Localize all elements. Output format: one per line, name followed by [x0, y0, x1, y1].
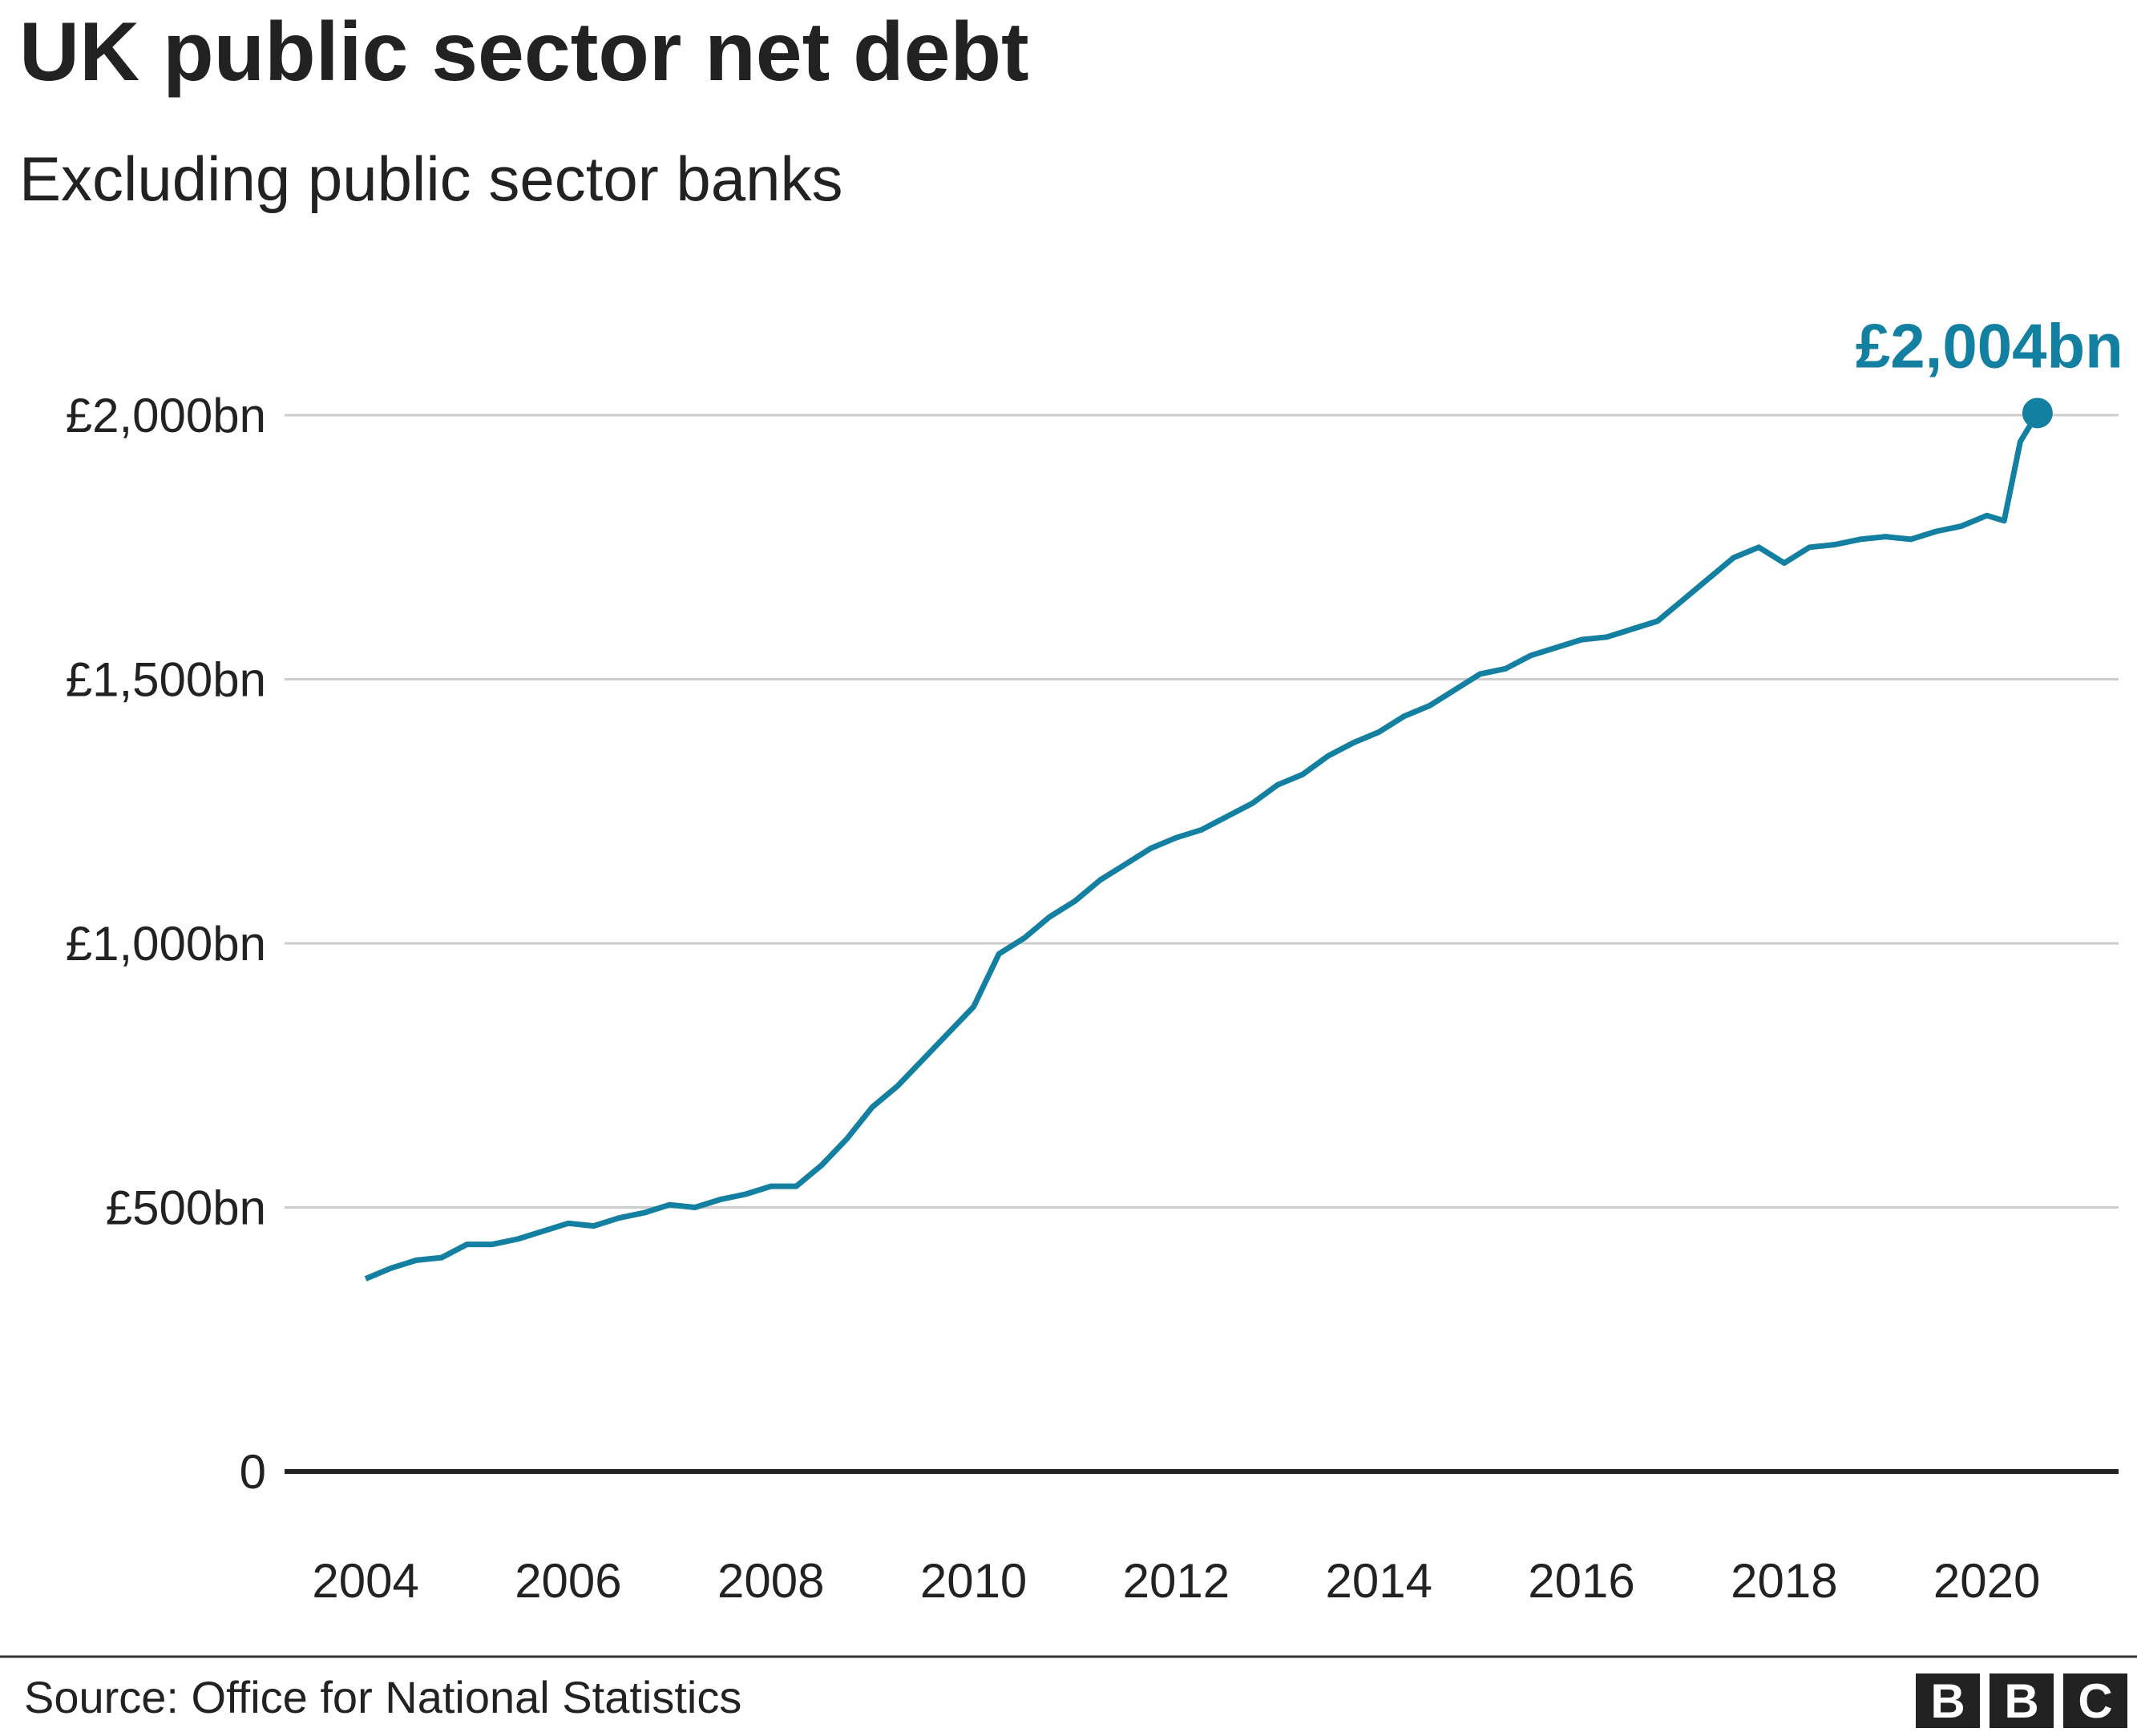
y-tick-label: £500bn — [106, 1181, 266, 1235]
chart-title: UK public sector net debt — [19, 6, 1029, 99]
y-tick-label: £1,000bn — [66, 917, 266, 971]
y-tick-label: £2,000bn — [66, 389, 266, 442]
end-point — [2022, 398, 2053, 429]
logo-letter: B — [1930, 1674, 1965, 1728]
source: Source: Office for National Statistics — [24, 1672, 741, 1722]
x-tick-label: 2012 — [1123, 1554, 1230, 1608]
logo-box — [1990, 1673, 2054, 1728]
y-tick-label: £1,500bn — [66, 653, 266, 707]
chart-subtitle: Excluding public sector banks — [19, 143, 843, 214]
x-tick-label: 2004 — [312, 1554, 418, 1608]
x-tick-label: 2016 — [1528, 1554, 1634, 1608]
logo-letter: C — [2078, 1674, 2112, 1728]
x-tick-label: 2008 — [717, 1554, 824, 1608]
logo: B B C — [1916, 1673, 2127, 1728]
x-tick-label: 2018 — [1731, 1554, 1837, 1608]
end-label: £2,004bn — [1856, 310, 2123, 381]
x-tick-label: 2006 — [515, 1554, 621, 1608]
logo-letter: B — [2004, 1674, 2038, 1728]
x-tick-label: 2014 — [1325, 1554, 1432, 1608]
logo-box — [1916, 1673, 1980, 1728]
x-tick-label: 2010 — [920, 1554, 1027, 1608]
x-tick-label: 2020 — [1933, 1554, 2040, 1608]
line — [364, 411, 2040, 1282]
logo-box — [2063, 1673, 2127, 1728]
y-tick-label: 0 — [240, 1445, 266, 1499]
